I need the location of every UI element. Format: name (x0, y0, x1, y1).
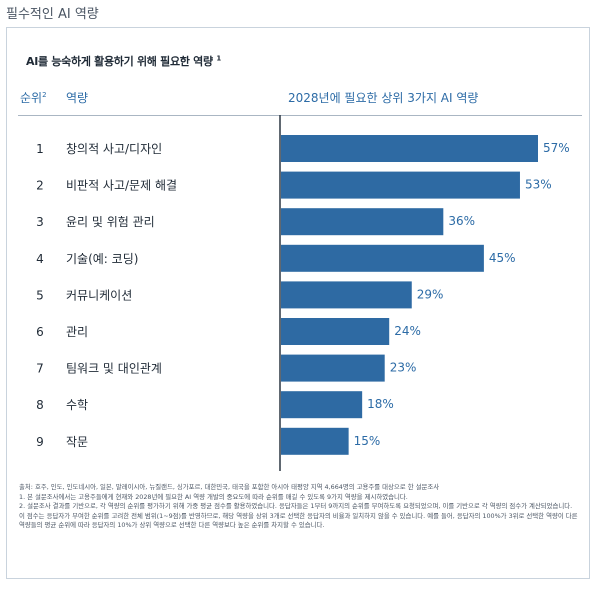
bar (281, 171, 520, 199)
rank-label: 4 (36, 252, 44, 266)
bar (281, 427, 349, 455)
footnotes: 출처: 호주, 인도, 인도네시아, 일본, 말레이시아, 뉴질랜드, 싱가포르… (19, 483, 579, 531)
chart-title-footnote-mark: 1 (216, 54, 221, 63)
bar (281, 135, 538, 162)
value-label: 15% (354, 434, 381, 448)
header-divider (18, 115, 582, 116)
rank-label: 5 (36, 288, 44, 302)
category-label: 기술(예: 코딩) (66, 252, 138, 266)
value-label: 18% (367, 397, 394, 411)
source-note: 출처: 호주, 인도, 인도네시아, 일본, 말레이시아, 뉴질랜드, 싱가포르… (19, 483, 440, 491)
category-label: 팀워크 및 대인관계 (66, 362, 162, 376)
rank-label: 9 (36, 435, 44, 449)
bar (281, 391, 363, 419)
rank-label: 8 (36, 398, 44, 412)
value-label: 23% (390, 361, 417, 375)
rank-label: 3 (36, 215, 44, 229)
category-label: 커뮤니케이션 (66, 288, 132, 302)
category-label: 윤리 및 위험 관리 (66, 215, 155, 229)
value-label: 36% (448, 214, 475, 228)
footnote-2: 2. 설문조사 결과를 기반으로, 각 역량의 순위를 평가하기 위해 가중 평… (19, 502, 578, 530)
value-label: 24% (394, 324, 421, 338)
bar (281, 208, 444, 236)
rank-label: 2 (36, 179, 44, 193)
bar (281, 318, 390, 345)
rank-header-footnote-mark: 2 (42, 91, 47, 99)
rank-label: 1 (36, 142, 44, 156)
chart-title-text: AI를 능숙하게 활용하기 위해 필요한 역량 (26, 55, 213, 68)
rank-label: 6 (36, 325, 44, 339)
skill-column-header: 역량 (66, 91, 89, 105)
page-title: 필수적인 AI 역량 (6, 7, 99, 22)
category-label: 작문 (66, 435, 88, 449)
value-label: 53% (525, 178, 552, 192)
bar-chart: 1 창의적 사고/디자인 57% 2 비판적 사고/문제 해결 53% 3 윤리 및 위험 관… (36, 115, 570, 471)
category-label: 비판적 사고/문제 해결 (66, 179, 177, 193)
rank-column-header: 순위2 (20, 89, 47, 106)
rank-label: 7 (36, 362, 44, 376)
bar (281, 244, 484, 272)
chart-title: AI를 능숙하게 활용하기 위해 필요한 역량 1 (26, 53, 221, 69)
bar (281, 354, 385, 382)
category-label: 수학 (66, 398, 88, 412)
value-label: 57% (543, 141, 570, 155)
rank-header-label: 순위 (20, 91, 43, 105)
value-label: 29% (417, 287, 444, 301)
chart-card: AI를 능숙하게 활용하기 위해 필요한 역량 1 순위2 역량 2028년에 … (6, 27, 590, 579)
value-column-header: 2028년에 필요한 상위 3가지 AI 역량 (288, 91, 479, 105)
category-label: 창의적 사고/디자인 (66, 142, 162, 156)
category-label: 관리 (66, 325, 88, 339)
bar (281, 281, 412, 309)
value-label: 45% (489, 251, 516, 265)
footnote-1: 1. 본 설문조사에서는 고용주들에게 현재와 2028년에 필요한 AI 역량… (19, 492, 408, 501)
